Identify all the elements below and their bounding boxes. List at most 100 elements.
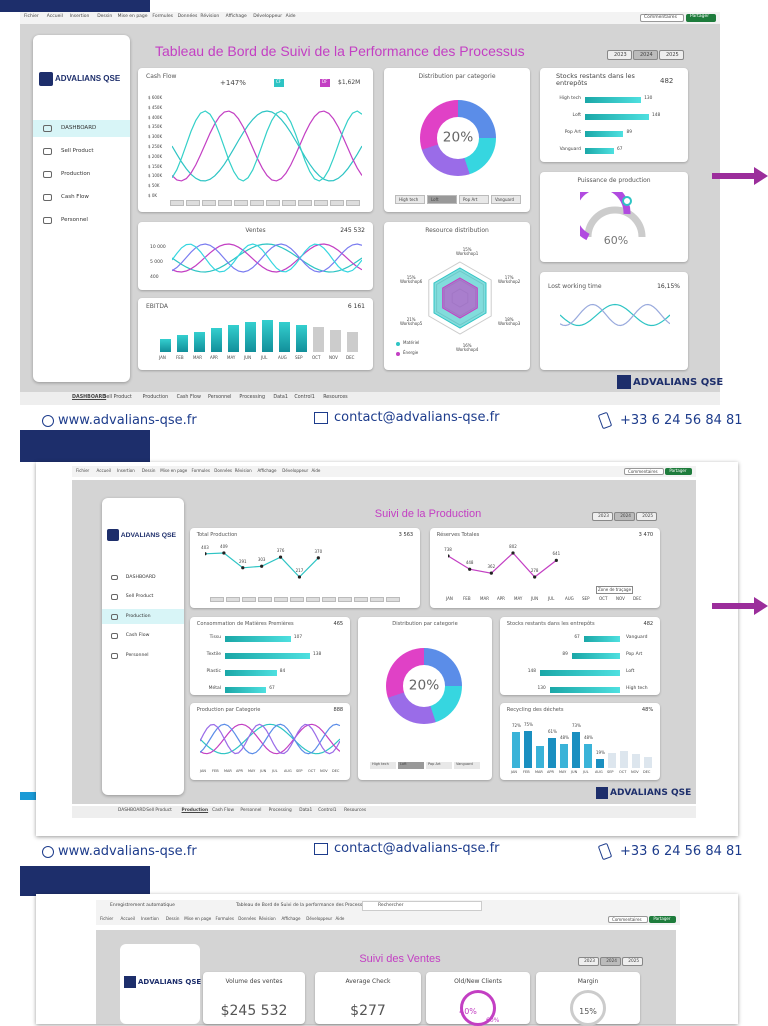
year-button[interactable]: 2023 [578, 957, 600, 966]
sheet-tab[interactable]: Resources [323, 395, 348, 400]
bar [194, 331, 205, 352]
bar-label: Pop Art [564, 130, 581, 135]
month-button [346, 200, 360, 206]
nav-item[interactable]: DASHBOARD [61, 125, 97, 131]
year-button[interactable]: 2025 [659, 50, 684, 60]
radar-label: 15% Workshop6 [400, 275, 423, 285]
card-value: 60% [486, 1017, 500, 1024]
nav-item[interactable]: DASHBOARD [125, 574, 156, 580]
arrow-head [754, 597, 768, 615]
phone-icon [597, 842, 613, 861]
panel-title: Puissance de production [577, 177, 651, 184]
line [448, 552, 557, 578]
x-tick-label: AUG [284, 769, 292, 773]
x-tick-label: DEC [332, 769, 340, 773]
point [554, 558, 558, 562]
sheet-tab[interactable]: DASHBOARD [72, 395, 107, 400]
sheet-tab[interactable]: Control1 [294, 395, 315, 400]
year-button[interactable]: 2024 [614, 512, 636, 521]
year-button[interactable]: 2024 [600, 957, 622, 966]
nav-item[interactable]: Cash Flow [61, 194, 89, 200]
point [316, 556, 320, 560]
card-value: 40% [459, 1007, 477, 1016]
bar [225, 636, 291, 642]
share-button[interactable]: Partager [649, 915, 677, 923]
year-button[interactable]: 2025 [622, 957, 644, 966]
filter-button[interactable]: Loft [427, 195, 457, 204]
month-button [282, 200, 296, 206]
nav-item[interactable]: Sell Product [125, 594, 154, 600]
point [489, 571, 493, 575]
panel [315, 972, 421, 1024]
chart [205, 551, 320, 579]
share-button[interactable]: Partager [665, 467, 693, 475]
sheet-tab[interactable]: Sell Product [103, 395, 132, 400]
logo: ADVALIANS QSE [610, 788, 692, 798]
year-button[interactable]: 2023 [607, 50, 632, 60]
decor-line [172, 243, 362, 273]
sheet-tab[interactable]: Personnel [208, 395, 232, 400]
nav-item[interactable]: Production [125, 613, 151, 619]
sheet-tab[interactable]: Processing [268, 808, 292, 813]
month-button [266, 200, 280, 206]
sheet-tab[interactable]: Data1 [299, 808, 313, 813]
button: Loft [431, 197, 439, 202]
filter-button[interactable]: High tech [395, 195, 425, 204]
sheet-tab[interactable]: Sell Product [146, 808, 172, 813]
nav-item[interactable]: Personnel [61, 217, 88, 223]
x-tick-label: SEP [296, 769, 303, 773]
value-label: 370 [314, 548, 323, 554]
gauge-knob [622, 196, 632, 206]
sheet-tab[interactable]: Data1 [273, 395, 288, 400]
month-button [186, 200, 200, 206]
panel-title: Distribution par categorie [418, 73, 496, 80]
nav-item[interactable]: Cash Flow [125, 633, 150, 639]
nav-item[interactable]: Production [61, 171, 91, 177]
card-value: $277 [350, 1003, 386, 1019]
filter-button[interactable]: Vanguard [491, 195, 521, 204]
bar [279, 321, 290, 352]
ribbon-item: Fichier [24, 14, 39, 19]
y-tick-label: $ 450K [148, 104, 163, 110]
month-button [338, 597, 352, 602]
sheet-tab[interactable]: Resources [344, 808, 367, 813]
radar-label: 17% Workshop2 [498, 275, 521, 285]
sheet-tab[interactable]: Production [142, 395, 169, 400]
filter-button[interactable]: Pop Art [459, 195, 489, 204]
nav-item[interactable]: Personnel [125, 652, 149, 658]
x-tick-label: MAR [193, 355, 202, 360]
value-label: 278 [530, 568, 539, 573]
year-button[interactable]: 2023 [592, 512, 614, 521]
logo: ADVALIANS QSE [633, 377, 724, 388]
sheet-tab[interactable]: Production [181, 808, 209, 813]
dashboard-title: Tableau de Bord de Suivi de la Performan… [155, 43, 525, 59]
x-tick-label: MAY [514, 596, 523, 601]
logo-mark [617, 375, 631, 389]
year-button[interactable]: 2024 [633, 50, 658, 60]
sheet-tab[interactable]: DASHBOARD [118, 808, 146, 813]
sheet-tab[interactable]: Processing [239, 395, 266, 400]
value-label: 73% [572, 722, 581, 728]
logo: ADVALIANS QSE [55, 74, 121, 83]
sheet-tab[interactable]: Cash Flow [176, 395, 201, 400]
x-tick-label: DEC [633, 596, 642, 601]
comments: Commentaires [644, 15, 677, 20]
ribbon-item: Données [214, 467, 233, 473]
website: www.advalians-qse.fr [58, 844, 197, 859]
value-label: 138 [313, 652, 322, 657]
month-button [234, 200, 248, 206]
bar [583, 636, 620, 642]
year-button[interactable]: 2025 [636, 512, 658, 521]
value-label: 148 [527, 669, 536, 674]
logo-mark [39, 72, 53, 86]
legend-dot [396, 352, 400, 356]
sheet-tab[interactable]: Cash Flow [212, 808, 234, 813]
month-button [330, 200, 344, 206]
ribbon-item: Affichage [281, 915, 301, 921]
ribbon-item: Aide [311, 467, 321, 473]
share-button[interactable]: Partager [686, 14, 716, 22]
sheet-tab[interactable]: Personnel [240, 808, 262, 813]
nav-item[interactable]: Sell Product [61, 148, 94, 154]
sheet-tab[interactable]: Control1 [318, 808, 337, 813]
